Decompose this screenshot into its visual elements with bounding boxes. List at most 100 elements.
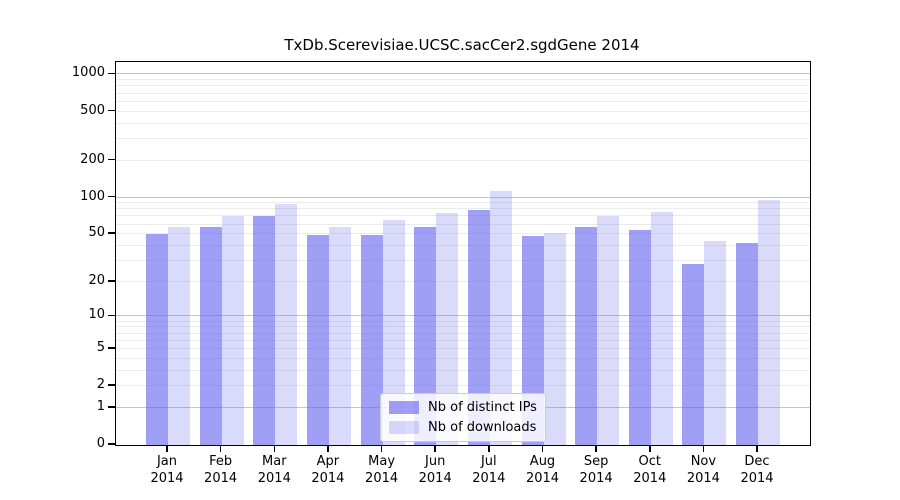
gridline-minor [116, 85, 810, 87]
gridline-minor [116, 122, 810, 124]
x-tick-label: Jan 2014 [150, 454, 184, 486]
x-tick-label: Feb 2014 [204, 454, 238, 486]
gridline-minor [116, 215, 810, 217]
bar-downloads [758, 200, 780, 445]
x-tick-mark [166, 445, 168, 452]
bar-distinct-ips [736, 243, 758, 445]
y-tick-mark [108, 195, 115, 198]
gridline-minor [116, 110, 810, 112]
x-tick-mark [649, 445, 651, 452]
gridline-minor [116, 339, 810, 341]
x-tick-mark [219, 445, 222, 452]
legend-row-distinct-ips: Nb of distinct IPs [389, 400, 537, 415]
y-tick-mark [108, 406, 115, 408]
y-tick-label: 2 [96, 377, 105, 393]
x-tick-label: Jul 2014 [472, 454, 506, 486]
bar-distinct-ips [253, 216, 276, 445]
bar-downloads [328, 227, 351, 445]
y-tick-mark [108, 158, 115, 161]
y-tick-mark [108, 443, 115, 445]
x-tick-mark [541, 445, 544, 452]
gridline-minor [116, 320, 810, 322]
x-tick-label: Dec 2014 [740, 454, 774, 486]
x-tick-mark [327, 445, 329, 452]
x-tick-label: Sep 2014 [579, 454, 613, 486]
legend-swatch-distinct-ips [389, 401, 419, 414]
x-tick-mark [380, 445, 383, 452]
bar-distinct-ips [628, 230, 651, 445]
gridline-major [116, 73, 810, 75]
y-tick-label: 1 [96, 398, 105, 414]
bar-distinct-ips [146, 234, 168, 445]
bar-distinct-ips [414, 227, 437, 445]
y-tick-mark [108, 347, 115, 349]
bar-downloads [650, 212, 673, 445]
y-tick-label: 10 [88, 307, 105, 323]
gridline-minor [116, 280, 810, 282]
x-tick-label: Oct 2014 [633, 454, 667, 486]
bar-downloads [489, 190, 512, 445]
bar-distinct-ips [467, 210, 490, 445]
legend-swatch-downloads [389, 421, 419, 434]
gridline-minor [116, 385, 810, 387]
bar-distinct-ips [360, 235, 383, 445]
x-tick-mark [273, 445, 275, 452]
y-tick-mark [108, 232, 115, 234]
gridline-minor [116, 369, 810, 371]
y-tick-label: 50 [88, 225, 105, 241]
bar-distinct-ips [682, 264, 705, 445]
x-tick-mark [702, 445, 705, 452]
y-tick-label: 0 [96, 436, 105, 451]
y-tick-label: 100 [80, 188, 105, 204]
legend-label-downloads: Nb of downloads [428, 420, 537, 435]
bar-distinct-ips [575, 227, 598, 445]
x-tick-label: Apr 2014 [311, 454, 345, 486]
x-tick-mark [488, 445, 490, 452]
gridline-minor [116, 202, 810, 204]
gridline-minor [116, 233, 810, 235]
x-tick-label: Nov 2014 [686, 454, 720, 486]
gridline-minor [116, 92, 810, 94]
x-tick-label: Aug 2014 [525, 454, 560, 486]
gridline-minor [116, 159, 810, 161]
legend: Nb of distinct IPs Nb of downloads [380, 393, 546, 442]
y-tick-mark [108, 72, 115, 75]
y-tick-label: 500 [80, 102, 105, 118]
bar-distinct-ips [199, 227, 222, 445]
gridline-major [116, 315, 810, 317]
x-tick-label: Jun 2014 [418, 454, 452, 486]
legend-label-distinct-ips: Nb of distinct IPs [428, 400, 537, 415]
y-tick-mark [108, 314, 115, 317]
bar-downloads [382, 220, 405, 445]
legend-row-downloads: Nb of downloads [389, 420, 537, 435]
gridline-minor [116, 137, 810, 139]
gridline-minor [116, 357, 810, 359]
bar-downloads [221, 216, 244, 445]
chart-title: TxDb.Scerevisiae.UCSC.sacCer2.sgdGene 20… [284, 36, 640, 54]
gridline-minor [116, 326, 810, 328]
gridline-minor [116, 347, 810, 349]
x-tick-label: Mar 2014 [257, 454, 291, 486]
bar-downloads [704, 240, 727, 445]
y-tick-label: 200 [80, 151, 105, 167]
gridline-minor [116, 208, 810, 210]
y-tick-label: 20 [88, 272, 105, 288]
x-tick-mark [756, 445, 758, 452]
gridline-minor [116, 100, 810, 102]
y-tick-mark [108, 384, 115, 386]
gridline-minor [116, 244, 810, 246]
y-tick-label: 5 [96, 339, 105, 355]
plot-area [115, 61, 811, 446]
bar-downloads [543, 233, 566, 445]
bar-downloads [275, 204, 298, 445]
x-tick-label: May 2014 [365, 454, 399, 486]
gridline-minor [116, 79, 810, 81]
bar-downloads [436, 212, 459, 445]
bar-downloads [168, 227, 190, 445]
y-tick-label: 1000 [71, 65, 105, 81]
x-tick-mark [595, 445, 597, 452]
bar-distinct-ips [521, 236, 544, 445]
gridline-minor [116, 223, 810, 225]
x-tick-mark [434, 445, 436, 452]
